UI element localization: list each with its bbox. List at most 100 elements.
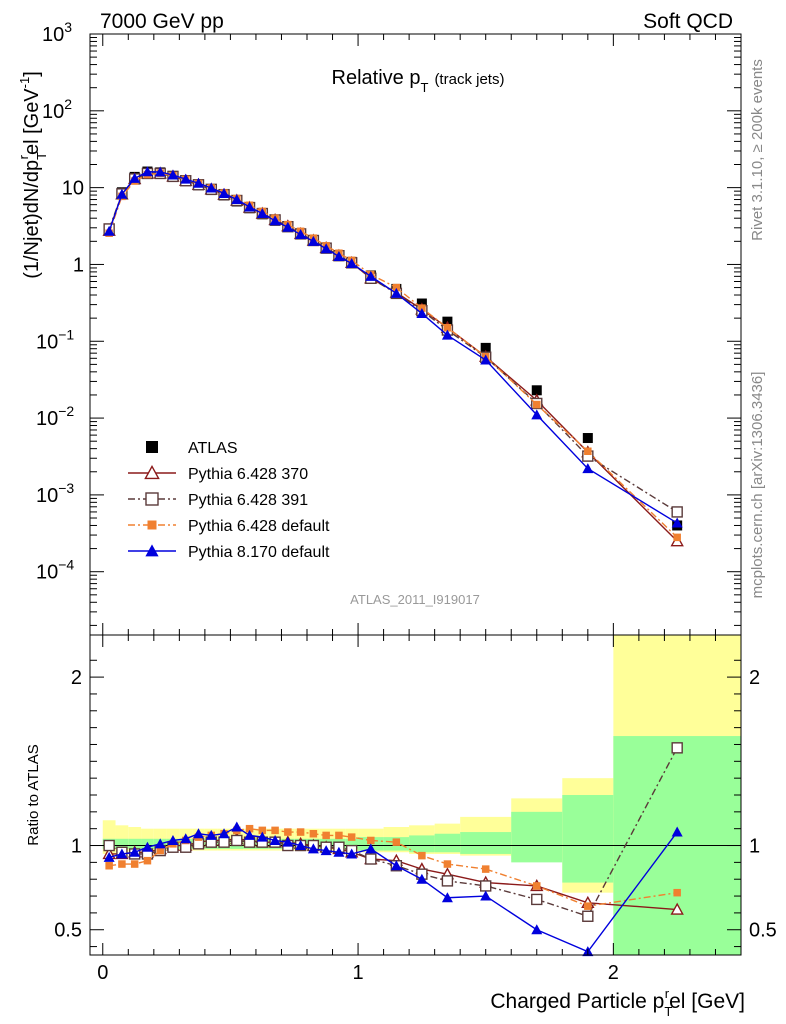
ratio-point xyxy=(671,826,683,837)
uncertainty-band-green xyxy=(409,835,435,853)
ratio-point xyxy=(258,826,267,835)
ratio-point xyxy=(584,902,592,910)
y-tick-label: 1 xyxy=(73,254,84,276)
data-point xyxy=(582,433,593,444)
series-line xyxy=(108,172,678,538)
series-line xyxy=(108,171,678,524)
data-point xyxy=(531,409,543,420)
ratio-point xyxy=(335,831,343,840)
ratio-point xyxy=(193,828,204,839)
data-point xyxy=(282,221,294,232)
ratio-point xyxy=(533,882,541,890)
ratio-point xyxy=(390,860,402,871)
ratio-y-tick-label: 2 xyxy=(71,667,82,689)
data-point xyxy=(441,329,453,340)
header-right: Soft QCD xyxy=(643,10,733,33)
ratio-y-tick-label: 0.5 xyxy=(54,920,82,942)
data-point xyxy=(193,177,204,188)
legend-label: Pythia 8.170 default xyxy=(188,544,330,561)
title-sub: T xyxy=(420,80,428,95)
xlabel-rest: el [GeV] xyxy=(669,990,745,1013)
header-left: 7000 GeV pp xyxy=(100,10,224,33)
data-point xyxy=(307,235,319,246)
ratio-point xyxy=(333,846,345,857)
ratio-point xyxy=(205,829,217,840)
ratio-series-line xyxy=(108,747,678,918)
data-point xyxy=(205,182,217,193)
data-point xyxy=(154,166,166,177)
ratio-point xyxy=(480,880,492,892)
xlabel-main: Charged Particle p xyxy=(490,990,664,1013)
ratio-point xyxy=(347,833,356,841)
data-point xyxy=(480,354,492,365)
ratio-point xyxy=(218,828,230,839)
data-point xyxy=(584,447,592,455)
legend-label: ATLAS xyxy=(188,440,238,457)
ratio-point xyxy=(116,848,128,859)
legend-marker xyxy=(145,544,159,557)
ylabel-main: (1/Njet)dN/dp xyxy=(21,160,43,279)
data-point xyxy=(443,323,452,332)
ratio-point xyxy=(269,834,281,845)
data-point xyxy=(671,506,683,518)
rivet-side-text: Rivet 3.1.10, ≥ 200k events xyxy=(749,59,766,241)
ylabel-sub: T xyxy=(34,152,49,160)
ratio-point xyxy=(346,848,358,859)
ratio-point xyxy=(129,846,141,857)
ratio-point xyxy=(480,890,492,901)
y-tick-label: 102 xyxy=(42,96,72,123)
ratio-point xyxy=(218,836,230,848)
ratio-point xyxy=(582,910,594,922)
ratio-point xyxy=(167,834,179,845)
data-point xyxy=(416,307,428,318)
ratio-point xyxy=(296,828,305,836)
ratio-point xyxy=(367,836,375,845)
ratio-point xyxy=(245,824,254,833)
ratio-y-tick-label: 1 xyxy=(71,836,82,858)
ratio-point xyxy=(105,861,113,870)
ratio-point xyxy=(365,853,377,865)
ratio-point xyxy=(295,840,307,851)
uncertainty-band-green xyxy=(115,838,129,849)
data-point xyxy=(346,257,358,268)
x-tick-label: 2 xyxy=(608,962,619,984)
ratio-series-line xyxy=(108,826,678,953)
xlabel-sub: T xyxy=(664,1004,672,1019)
ratio-point xyxy=(671,742,683,754)
series-line xyxy=(108,172,678,542)
legend-label: Pythia 6.428 default xyxy=(188,518,330,535)
x-tick-label: 0 xyxy=(97,962,108,984)
x-axis-label: Charged Particle pTrel [GeV] xyxy=(490,986,745,1019)
ratio-point xyxy=(531,893,543,906)
ratio-point xyxy=(244,829,256,840)
ratio-point xyxy=(180,833,192,844)
ratio-point xyxy=(231,821,243,832)
legend-marker xyxy=(144,464,160,480)
data-point xyxy=(533,400,541,409)
ratio-point xyxy=(481,865,490,873)
analysis-label: ATLAS_2011_I919017 xyxy=(350,592,480,607)
data-point xyxy=(269,215,281,226)
legend-label: Pythia 6.428 391 xyxy=(188,492,308,509)
legend: ATLAS Pythia 6.428 370 Pythia 6.428 391 Pyt… xyxy=(128,440,330,561)
ratio-point xyxy=(441,875,454,887)
data-point xyxy=(671,517,683,528)
main-panel-bands xyxy=(102,166,684,547)
data-point xyxy=(256,208,268,219)
ratio-point xyxy=(256,831,268,842)
ratio-point xyxy=(156,846,164,855)
y-tick-label: 10−3 xyxy=(36,480,74,507)
ratio-point xyxy=(307,843,319,854)
ratio-point xyxy=(441,892,453,903)
ratio-point xyxy=(103,839,115,852)
ylabel-rest: el [GeV xyxy=(21,88,43,155)
ratio-y-tick-label-right: 1 xyxy=(749,836,760,858)
ylabel-exp: -1 xyxy=(17,77,32,89)
data-point xyxy=(531,385,542,396)
ratio-series-line xyxy=(109,827,678,907)
data-point xyxy=(673,533,681,542)
ratio-point xyxy=(143,856,152,865)
ylabel-close: ] xyxy=(21,71,43,77)
uncertainty-band-green xyxy=(460,832,512,854)
data-point xyxy=(390,287,402,298)
